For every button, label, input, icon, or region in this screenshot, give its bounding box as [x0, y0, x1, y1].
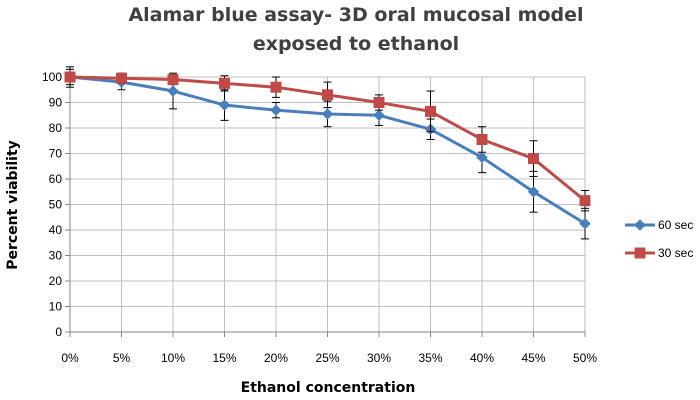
- y-tick-label: 60: [49, 172, 63, 186]
- x-tick-label: 50%: [573, 351, 597, 365]
- data-point: [425, 105, 436, 117]
- data-point: [528, 153, 539, 165]
- y-tick-label: 100: [42, 70, 62, 84]
- data-point: [167, 74, 179, 86]
- x-tick-label: 20%: [264, 351, 288, 365]
- legend-item: 60 sec: [625, 218, 693, 232]
- data-point: [476, 151, 488, 164]
- series-60-sec: [64, 66, 591, 240]
- legend-item: 30 sec: [625, 246, 693, 260]
- data-point: [270, 104, 282, 116]
- data-point: [64, 71, 76, 83]
- y-tick-label: 50: [49, 198, 63, 212]
- x-tick-label: 5%: [113, 351, 131, 365]
- x-tick-label: 35%: [418, 351, 442, 365]
- x-tick-label: 40%: [470, 351, 494, 365]
- data-point: [167, 85, 179, 97]
- legend-label: 60 sec: [658, 218, 693, 232]
- data-series: [64, 66, 591, 240]
- x-axis-title: Ethanol concentration: [241, 380, 416, 396]
- y-axis-title: Percent viability: [5, 140, 21, 270]
- legend-marker: [634, 219, 646, 231]
- legend: 60 sec 30 sec: [625, 218, 693, 260]
- data-point: [373, 97, 385, 108]
- data-point: [373, 109, 385, 121]
- legend-label: 30 sec: [658, 246, 693, 260]
- x-tick-label: 30%: [367, 351, 391, 365]
- y-tick-label: 20: [49, 274, 63, 288]
- x-tick-label: 25%: [315, 351, 339, 365]
- y-tick-label: 70: [49, 147, 63, 161]
- y-tick-label: 30: [49, 249, 63, 263]
- chart-title-line-1: Alamar blue assay- 3D oral mucosal model: [128, 4, 583, 26]
- y-tick-label: 0: [55, 325, 62, 339]
- data-point: [116, 72, 127, 84]
- data-point: [322, 89, 333, 101]
- x-tick-label: 0%: [61, 351, 79, 365]
- data-point: [219, 77, 230, 89]
- data-point: [270, 81, 282, 93]
- y-tick-label: 90: [49, 96, 63, 110]
- data-point: [321, 108, 334, 120]
- x-tick-labels: 0% 5% 10% 15% 20% 25% 30% 35% 40% 45% 50%: [61, 351, 597, 365]
- y-tick-labels: 0 10 20 30 40 50 60 70 80 90 100: [42, 70, 62, 339]
- y-tick-label: 40: [49, 223, 63, 237]
- x-tick-label: 15%: [212, 351, 236, 365]
- legend-marker: [634, 247, 646, 259]
- gridlines: [70, 76, 586, 332]
- x-tick-label: 10%: [161, 351, 185, 365]
- data-point: [527, 186, 540, 198]
- series-30-sec: [64, 68, 591, 212]
- data-point: [579, 217, 591, 230]
- x-tick-label: 45%: [521, 351, 545, 365]
- data-point: [579, 195, 591, 207]
- data-point: [476, 133, 488, 145]
- y-tick-label: 80: [49, 121, 63, 135]
- chart-title-line-2: exposed to ethanol: [253, 33, 459, 55]
- y-tick-label: 10: [49, 300, 63, 314]
- axes: [65, 76, 586, 337]
- data-point: [218, 99, 231, 111]
